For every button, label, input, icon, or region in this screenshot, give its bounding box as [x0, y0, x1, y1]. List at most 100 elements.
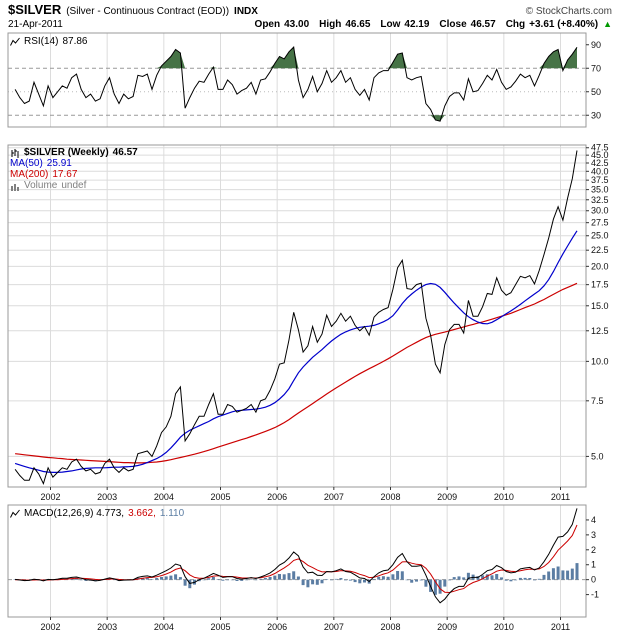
price-ytick-label: 35.0	[591, 185, 609, 195]
year-label: 2007	[324, 492, 344, 502]
price-ytick-label: 47.5	[591, 143, 609, 153]
ma50-value: 25.91	[46, 158, 72, 169]
macd-panel	[8, 505, 586, 617]
price-ytick-label: 22.5	[591, 245, 609, 255]
ma50-label: MA(50)	[10, 158, 43, 169]
macd-legend-hist: 1.110	[159, 508, 185, 519]
price-ytick-label: 27.5	[591, 218, 609, 228]
year-label: 2003	[97, 622, 117, 632]
price-legend-row-ma50: MA(50) 25.91	[10, 158, 138, 169]
quote-line: Open 43.00 High 46.65 Low 42.19 Close 46…	[255, 19, 612, 30]
rsi-line	[14, 46, 578, 122]
ma200-line	[15, 282, 578, 464]
ma200-label: MA(200)	[10, 169, 49, 180]
rsi-panel-border	[7, 32, 587, 128]
year-label: 2009	[437, 492, 457, 502]
ma200-value: 17.67	[52, 169, 78, 180]
price-ytick-label: 10.0	[591, 356, 609, 366]
year-label: 2009	[437, 622, 457, 632]
year-label: 2004	[154, 622, 174, 632]
macd-ytick-label: 4	[591, 515, 596, 525]
close-value: 46.57	[470, 19, 496, 30]
year-label: 2006	[267, 622, 287, 632]
change-label: Chg	[505, 19, 526, 30]
year-label: 2006	[267, 492, 287, 502]
high-label: High	[319, 19, 342, 30]
volume-label: Volume	[24, 180, 58, 191]
year-label: 2010	[494, 622, 514, 632]
change-value: +3.61 (+8.40%)	[529, 19, 599, 30]
macd-legend-main: MACD(12,26,9) 4.773,	[24, 508, 125, 519]
price-legend-row-symbol: $SILVER (Weekly) 46.57	[10, 147, 138, 158]
year-label: 2002	[40, 622, 60, 632]
year-label: 2002	[40, 492, 60, 502]
price-ytick-label: 30.0	[591, 206, 609, 216]
year-label: 2003	[97, 492, 117, 502]
price-legend-row-volume: Volume undef	[10, 180, 138, 191]
price-legend-value: 46.57	[112, 147, 138, 158]
symbol: $SILVER	[8, 2, 62, 17]
price-ytick-label: 25.0	[591, 231, 609, 241]
macd-panel-border	[7, 504, 587, 618]
price-line	[14, 150, 578, 485]
macd-ytick-label: 2	[591, 545, 596, 555]
quote-row: 21-Apr-2011 Open 43.00 High 46.65 Low 42…	[8, 19, 612, 30]
year-label: 2004	[154, 492, 174, 502]
close-label: Close	[439, 19, 467, 30]
price-ytick-label: 17.5	[591, 280, 609, 290]
price-legend-row-ma200: MA(200) 17.67	[10, 169, 138, 180]
rsi-ytick-label: 70	[591, 63, 601, 73]
year-label: 2010	[494, 492, 514, 502]
rsi-ytick-label: 30	[591, 110, 601, 120]
copyright: © StockCharts.com	[525, 6, 612, 17]
year-label: 2008	[380, 492, 400, 502]
price-ytick-label: 12.5	[591, 326, 609, 336]
year-label: 2011	[551, 622, 570, 632]
chart-date: 21-Apr-2011	[8, 19, 63, 30]
price-ytick-label: 20.0	[591, 261, 609, 271]
price-ytick-label: 5.0	[591, 451, 604, 461]
price-ytick-label: 37.5	[591, 175, 609, 185]
rsi-indicator-icon	[10, 37, 20, 47]
rsi-panel	[8, 33, 586, 127]
up-arrow-icon: ▲	[603, 19, 612, 29]
macd-ytick-label: 0	[591, 575, 596, 585]
price-ytick-label: 7.5	[591, 396, 604, 406]
rsi-value: 87.86	[62, 36, 88, 47]
macd-legend: MACD(12,26,9) 4.773, 3.662, 1.110	[10, 508, 184, 519]
macd-line	[15, 508, 578, 604]
price-panel	[8, 145, 586, 487]
year-label: 2007	[324, 622, 344, 632]
chart-header: $SILVER (Silver - Continuous Contract (E…	[8, 2, 612, 30]
open-label: Open	[254, 19, 281, 30]
rsi-label: RSI(14)	[24, 36, 59, 47]
year-label: 2005	[210, 622, 230, 632]
price-ytick-label: 32.5	[591, 195, 609, 205]
macd-ytick-label: 1	[591, 560, 596, 570]
rsi-legend: RSI(14) 87.86	[10, 36, 87, 47]
price-legend: $SILVER (Weekly) 46.57 MA(50) 25.91 MA(2…	[10, 147, 138, 191]
volume-value: undef	[61, 180, 87, 191]
macd-legend-signal: 3.662,	[128, 508, 156, 519]
high-value: 46.65	[345, 19, 371, 30]
price-legend-label: $SILVER (Weekly)	[24, 147, 109, 158]
volume-icon	[10, 181, 20, 191]
rsi-ytick-label: 50	[591, 87, 601, 97]
macd-ytick-label: 3	[591, 530, 596, 540]
macd-indicator-icon	[10, 509, 20, 519]
rsi-band-fill	[15, 115, 578, 122]
year-label: 2008	[380, 622, 400, 632]
symbol-description: (Silver - Continuous Contract (EOD))	[66, 6, 230, 17]
low-value: 42.19	[404, 19, 430, 30]
open-value: 43.00	[284, 19, 310, 30]
price-ytick-label: 45.0	[591, 150, 609, 160]
title-row: $SILVER (Silver - Continuous Contract (E…	[8, 2, 612, 17]
ma50-line	[14, 230, 578, 473]
price-panel-border	[7, 144, 587, 488]
macd-signal-line	[15, 524, 578, 594]
year-label: 2005	[210, 492, 230, 502]
year-label: 2011	[551, 492, 570, 502]
low-label: Low	[380, 19, 401, 30]
